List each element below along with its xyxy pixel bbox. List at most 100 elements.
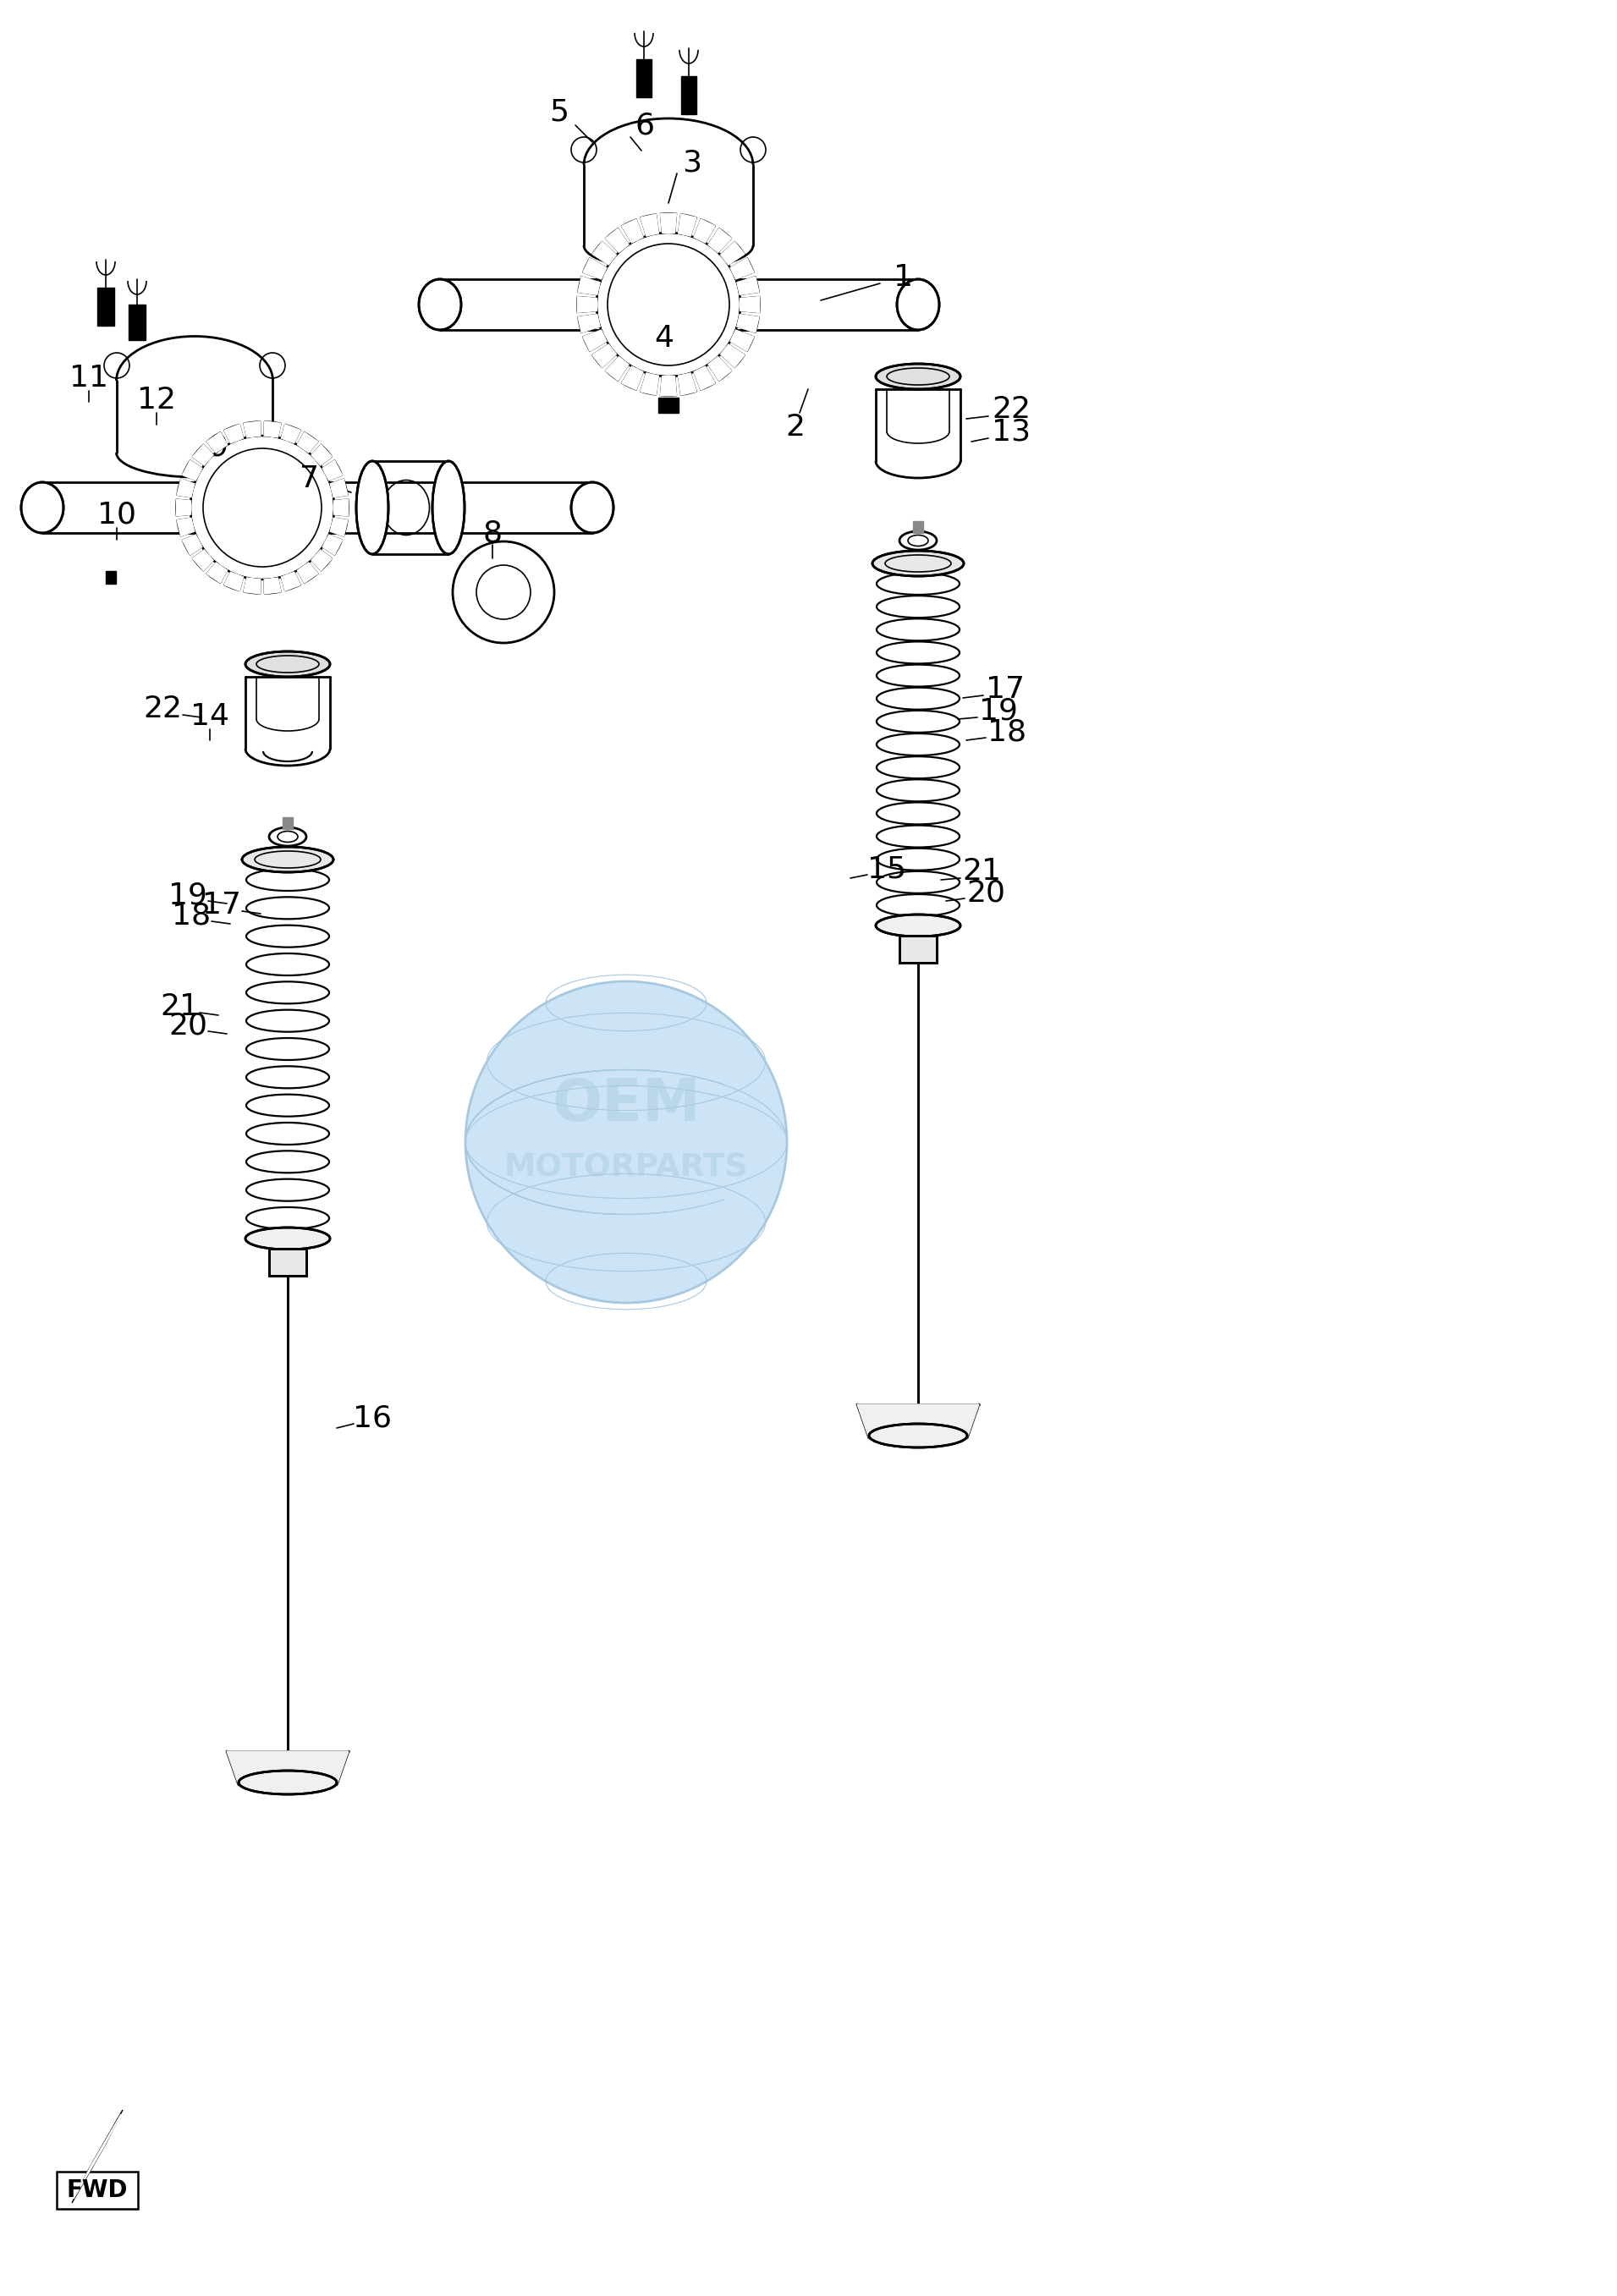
Polygon shape xyxy=(731,257,754,280)
Polygon shape xyxy=(176,480,194,498)
Ellipse shape xyxy=(897,280,939,331)
Polygon shape xyxy=(176,498,191,517)
Polygon shape xyxy=(244,422,260,436)
Circle shape xyxy=(191,436,335,579)
Ellipse shape xyxy=(243,847,333,872)
Polygon shape xyxy=(640,214,658,236)
Ellipse shape xyxy=(868,1424,967,1446)
Polygon shape xyxy=(731,331,754,351)
Ellipse shape xyxy=(432,461,464,553)
Polygon shape xyxy=(207,432,228,452)
Polygon shape xyxy=(721,241,744,264)
Text: 19: 19 xyxy=(978,696,1017,726)
Polygon shape xyxy=(623,367,644,390)
Polygon shape xyxy=(226,1752,349,1784)
Text: 6: 6 xyxy=(635,110,655,140)
Polygon shape xyxy=(192,445,213,466)
Polygon shape xyxy=(721,344,744,367)
Polygon shape xyxy=(298,432,319,452)
Text: 4: 4 xyxy=(655,324,674,354)
Polygon shape xyxy=(678,372,697,395)
Polygon shape xyxy=(330,519,348,537)
Polygon shape xyxy=(741,296,760,312)
Text: 16: 16 xyxy=(353,1403,391,1433)
Polygon shape xyxy=(298,563,319,583)
Circle shape xyxy=(597,232,741,377)
Polygon shape xyxy=(105,572,116,583)
Text: 5: 5 xyxy=(550,96,569,126)
Bar xyxy=(899,937,936,962)
Text: 20: 20 xyxy=(967,877,1006,907)
Text: 14: 14 xyxy=(191,703,230,730)
Text: 19: 19 xyxy=(168,882,207,909)
Text: 1: 1 xyxy=(894,264,914,292)
Polygon shape xyxy=(183,461,202,480)
Ellipse shape xyxy=(876,363,960,388)
Polygon shape xyxy=(97,287,115,326)
Polygon shape xyxy=(914,521,923,533)
Polygon shape xyxy=(737,315,758,333)
Polygon shape xyxy=(737,276,758,294)
Polygon shape xyxy=(577,296,597,312)
Text: 15: 15 xyxy=(867,854,906,884)
Polygon shape xyxy=(312,551,331,572)
Ellipse shape xyxy=(21,482,63,533)
Polygon shape xyxy=(592,344,616,367)
Polygon shape xyxy=(322,535,343,556)
Polygon shape xyxy=(658,397,679,413)
Text: 9: 9 xyxy=(209,432,228,461)
Polygon shape xyxy=(681,76,697,115)
Bar xyxy=(876,388,960,461)
Polygon shape xyxy=(330,480,348,498)
Bar xyxy=(246,677,330,748)
Polygon shape xyxy=(129,305,146,340)
Polygon shape xyxy=(694,218,715,243)
Polygon shape xyxy=(281,425,301,443)
Ellipse shape xyxy=(246,652,330,677)
Text: 21: 21 xyxy=(160,992,199,1022)
Polygon shape xyxy=(225,425,244,443)
Polygon shape xyxy=(225,572,244,590)
Polygon shape xyxy=(283,817,293,829)
Polygon shape xyxy=(584,331,606,351)
Text: 17: 17 xyxy=(986,675,1025,705)
Bar xyxy=(899,937,936,962)
Polygon shape xyxy=(264,422,281,436)
Text: 22: 22 xyxy=(991,395,1030,425)
Text: 8: 8 xyxy=(483,519,503,546)
Ellipse shape xyxy=(234,468,289,549)
Polygon shape xyxy=(192,551,213,572)
Polygon shape xyxy=(322,461,343,480)
Polygon shape xyxy=(857,1405,978,1437)
Polygon shape xyxy=(244,579,260,595)
Ellipse shape xyxy=(419,280,461,331)
Text: MOTORPARTS: MOTORPARTS xyxy=(505,1153,749,1182)
Polygon shape xyxy=(660,377,676,395)
Text: 10: 10 xyxy=(97,501,136,528)
Text: FWD: FWD xyxy=(66,2179,128,2202)
Bar xyxy=(57,2172,137,2209)
Polygon shape xyxy=(640,372,658,395)
Ellipse shape xyxy=(876,914,960,937)
Polygon shape xyxy=(694,367,715,390)
Text: 12: 12 xyxy=(137,386,176,416)
Ellipse shape xyxy=(571,482,613,533)
Polygon shape xyxy=(176,519,194,537)
Bar xyxy=(42,482,592,533)
Text: 2: 2 xyxy=(786,413,805,441)
Ellipse shape xyxy=(239,1770,336,1795)
Ellipse shape xyxy=(246,1228,330,1249)
Bar xyxy=(268,1249,306,1277)
Polygon shape xyxy=(605,227,629,253)
Text: 11: 11 xyxy=(70,363,108,393)
Ellipse shape xyxy=(873,551,964,576)
Polygon shape xyxy=(660,214,676,232)
Bar xyxy=(268,1249,306,1277)
Ellipse shape xyxy=(356,461,388,553)
Polygon shape xyxy=(592,241,616,264)
Polygon shape xyxy=(708,356,731,381)
Text: 18: 18 xyxy=(171,900,210,930)
Polygon shape xyxy=(71,2110,123,2202)
Text: 21: 21 xyxy=(962,856,1001,886)
Polygon shape xyxy=(678,214,697,236)
